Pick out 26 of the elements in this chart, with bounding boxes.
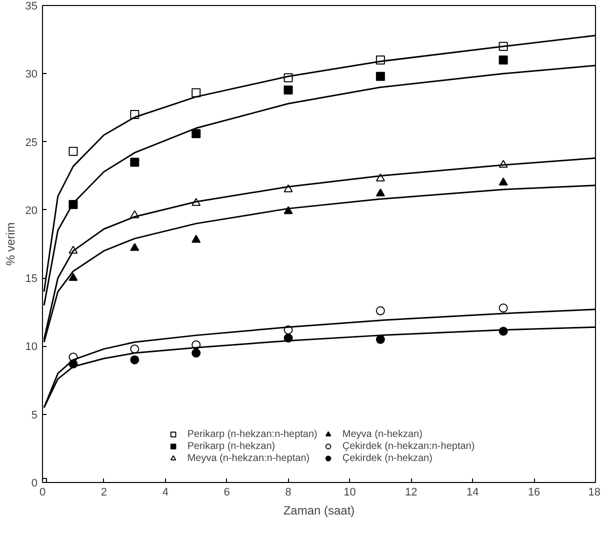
y-axis-title: % verim [3,222,18,266]
y-tick-label: 0 [31,478,38,490]
x-tick-label: 4 [162,486,168,498]
y-tick-label: 30 [25,68,38,81]
x-tick-label: 8 [285,486,292,498]
x-tick-label: 0 [39,486,46,498]
legend-label: Meyva (n-hekzan:n-heptan) [187,452,310,464]
x-tick-label: 18 [588,486,601,498]
y-tick-label: 20 [25,204,38,217]
legend-label: Perikarp (n-hekzan:n-heptan) [187,428,318,440]
x-axis-title: Zaman (saat) [283,504,355,518]
x-tick-label: 10 [344,486,356,498]
legend-label: Çekirdek (n-hekzan:n-heptan) [342,440,475,452]
x-tick-label: 12 [405,486,418,498]
y-tick-label: 10 [25,341,38,354]
y-tick-label: 15 [25,273,38,286]
y-tick-label: 5 [31,409,38,422]
x-tick-label: 2 [100,486,108,498]
x-tick-label: 6 [224,486,230,498]
legend-label: Perikarp (n-hekzan) [187,440,276,452]
y-tick-label: 25 [25,136,38,149]
x-tick-label: 14 [466,486,479,498]
legend-label: Meyva (n-hekzan) [342,428,422,440]
y-tick-label: 35 [25,0,38,12]
legend-label: Çekirdek (n-hekzan) [342,452,432,464]
x-tick-label: 16 [528,486,540,498]
